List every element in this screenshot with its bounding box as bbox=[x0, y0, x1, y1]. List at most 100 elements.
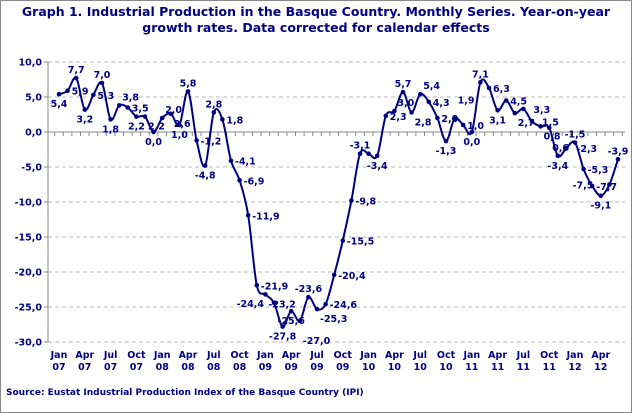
data-point bbox=[478, 80, 483, 85]
data-label: 5,8 bbox=[180, 78, 197, 89]
data-label: -24,4 bbox=[237, 299, 265, 310]
data-label: 1,0 bbox=[171, 130, 188, 141]
data-point bbox=[340, 238, 346, 243]
data-label: -7,5 bbox=[573, 181, 594, 192]
data-point bbox=[349, 198, 354, 203]
data-point bbox=[417, 91, 423, 97]
data-label: -3,4 bbox=[367, 161, 388, 172]
data-point bbox=[99, 80, 105, 86]
data-label: 3,3 bbox=[533, 105, 550, 116]
data-label: 2,3 bbox=[390, 112, 407, 123]
y-tick-label: -5,0 bbox=[21, 163, 42, 174]
data-point bbox=[331, 272, 337, 278]
x-tick-label: Apr bbox=[179, 350, 198, 361]
data-point bbox=[529, 119, 535, 124]
data-label: -9,1 bbox=[590, 201, 611, 212]
x-tick-label: 09 bbox=[310, 362, 323, 373]
data-point bbox=[288, 308, 294, 314]
data-point bbox=[452, 116, 457, 121]
x-tick-label: Jan bbox=[153, 350, 171, 361]
data-label: 3,2 bbox=[76, 115, 93, 126]
data-label: 5,4 bbox=[423, 81, 440, 92]
data-label: 1,8 bbox=[226, 115, 243, 126]
x-tick-label: Oct bbox=[540, 350, 559, 361]
data-label: 3,8 bbox=[122, 92, 139, 103]
y-tick-label: -25,0 bbox=[15, 303, 43, 314]
data-point bbox=[254, 283, 260, 288]
data-label: -7,7 bbox=[596, 182, 617, 193]
data-point bbox=[374, 153, 380, 159]
data-point bbox=[297, 318, 303, 324]
data-label: -2,3 bbox=[576, 144, 597, 155]
data-point bbox=[306, 294, 311, 300]
data-point bbox=[159, 115, 165, 121]
data-point bbox=[56, 91, 62, 97]
data-label: -27,0 bbox=[303, 336, 331, 347]
x-tick-label: Apr bbox=[282, 350, 301, 361]
data-label: -4,8 bbox=[195, 171, 216, 182]
data-point bbox=[572, 140, 578, 145]
data-label: 0,0 bbox=[463, 137, 480, 148]
data-point bbox=[538, 124, 543, 129]
data-point bbox=[271, 300, 277, 306]
data-point bbox=[392, 108, 397, 114]
data-point bbox=[512, 110, 518, 116]
data-point bbox=[228, 158, 234, 163]
data-label: 7,7 bbox=[68, 65, 85, 76]
data-label: -27,8 bbox=[269, 332, 297, 343]
data-point bbox=[177, 122, 182, 128]
x-tick-label: Apr bbox=[75, 350, 94, 361]
data-point bbox=[598, 193, 604, 198]
x-tick-label: 08 bbox=[181, 362, 195, 373]
data-label: 0,0 bbox=[145, 137, 162, 148]
data-label: -15,5 bbox=[347, 237, 374, 248]
x-tick-label: 08 bbox=[207, 362, 221, 373]
data-label: 5,3 bbox=[97, 91, 114, 102]
x-tick-label: Jul bbox=[309, 350, 324, 361]
data-point bbox=[211, 110, 217, 115]
data-label: 3,1 bbox=[489, 115, 506, 126]
x-tick-label: Jan bbox=[50, 350, 68, 361]
x-tick-label: 11 bbox=[465, 362, 478, 373]
x-tick-label: 09 bbox=[259, 362, 272, 373]
data-label: 2,2 bbox=[148, 122, 165, 133]
data-point bbox=[615, 157, 621, 162]
data-label: 5,4 bbox=[51, 99, 68, 110]
data-label: 1,5 bbox=[542, 118, 559, 129]
data-point bbox=[108, 117, 113, 122]
data-label: 4,5 bbox=[510, 97, 527, 108]
data-point bbox=[280, 324, 285, 329]
data-point bbox=[202, 163, 208, 168]
data-point bbox=[443, 138, 449, 144]
x-tick-label: Jul bbox=[516, 350, 531, 361]
y-tick-label: 10,0 bbox=[19, 58, 43, 69]
x-tick-label: Apr bbox=[591, 350, 610, 361]
data-label: 3,0 bbox=[397, 98, 414, 109]
data-point bbox=[366, 151, 371, 156]
data-label: -5,3 bbox=[588, 165, 609, 176]
data-label: -23,2 bbox=[268, 299, 295, 310]
x-tick-label: Oct bbox=[334, 350, 353, 361]
data-label: 2,7 bbox=[518, 118, 535, 129]
data-label: 5,7 bbox=[395, 79, 412, 90]
x-tick-label: 08 bbox=[233, 362, 247, 373]
data-point bbox=[555, 153, 561, 159]
data-label: 2,8 bbox=[205, 99, 222, 110]
x-tick-label: Apr bbox=[488, 350, 507, 361]
data-point bbox=[357, 151, 363, 156]
data-point bbox=[151, 129, 156, 135]
data-point bbox=[323, 301, 328, 307]
x-tick-label: Jul bbox=[103, 350, 118, 361]
data-label: -20,4 bbox=[338, 271, 366, 282]
data-label: 2,2 bbox=[128, 122, 145, 133]
data-label: 2,6 bbox=[174, 119, 191, 130]
x-tick-label: 07 bbox=[104, 362, 117, 373]
data-label: 4,3 bbox=[433, 98, 450, 109]
data-label: -3,1 bbox=[350, 141, 371, 152]
data-point bbox=[116, 103, 122, 108]
chart-title: Graph 1. Industrial Production in the Ba… bbox=[21, 4, 611, 35]
x-tick-label: Oct bbox=[127, 350, 146, 361]
x-tick-label: 07 bbox=[52, 362, 65, 373]
y-tick-label: -30,0 bbox=[15, 338, 43, 349]
